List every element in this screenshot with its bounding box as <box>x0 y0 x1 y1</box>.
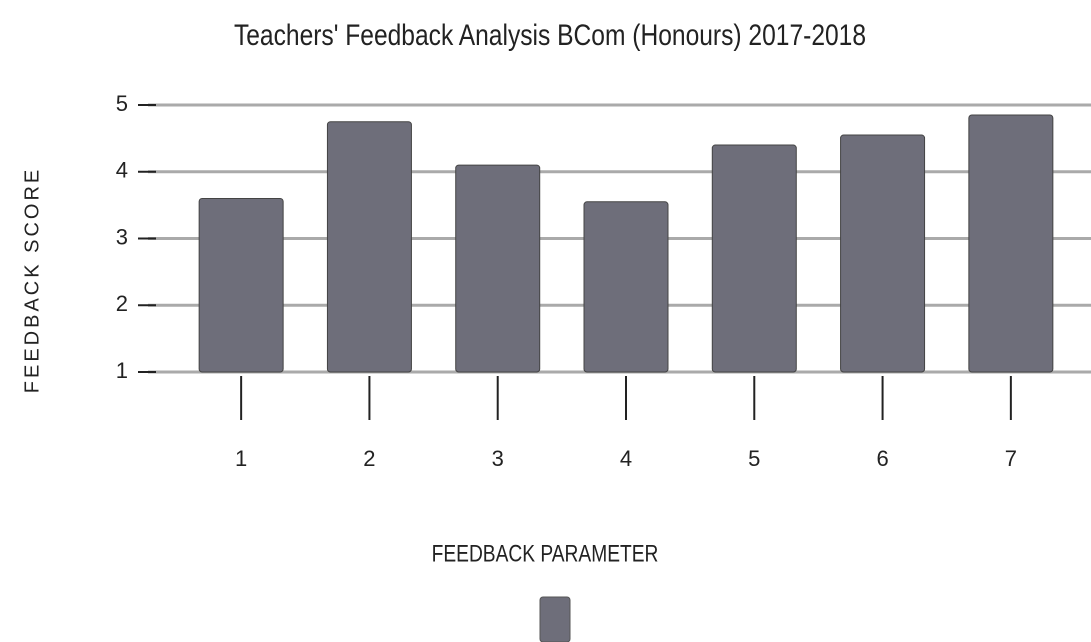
y-tick-label: 2 <box>116 291 128 316</box>
bar <box>198 197 284 373</box>
y-tick-label: 5 <box>116 91 128 116</box>
y-tick-label: 4 <box>116 158 128 183</box>
x-tick-label: 6 <box>876 446 888 471</box>
bar <box>455 164 541 373</box>
y-tick-label: 3 <box>116 224 128 249</box>
bar <box>840 134 926 373</box>
x-tick-label: 3 <box>492 446 504 471</box>
x-tick-label: 5 <box>748 446 760 471</box>
bar <box>326 121 412 373</box>
x-tick-label: 7 <box>1005 446 1017 471</box>
x-axis-title: FEEDBACK PARAMETER <box>432 539 659 567</box>
x-tick-label: 4 <box>620 446 632 471</box>
x-tick-label: 1 <box>235 446 247 471</box>
x-tick-label: 2 <box>363 446 375 471</box>
bar <box>711 144 797 373</box>
bar <box>583 201 669 373</box>
y-axis-title: FEEDBACK SCORE <box>21 167 43 393</box>
y-tick-label: 1 <box>116 358 128 383</box>
bar <box>968 114 1054 373</box>
legend-swatch <box>539 596 571 642</box>
chart-title: Teachers' Feedback Analysis BCom (Honour… <box>234 18 866 52</box>
